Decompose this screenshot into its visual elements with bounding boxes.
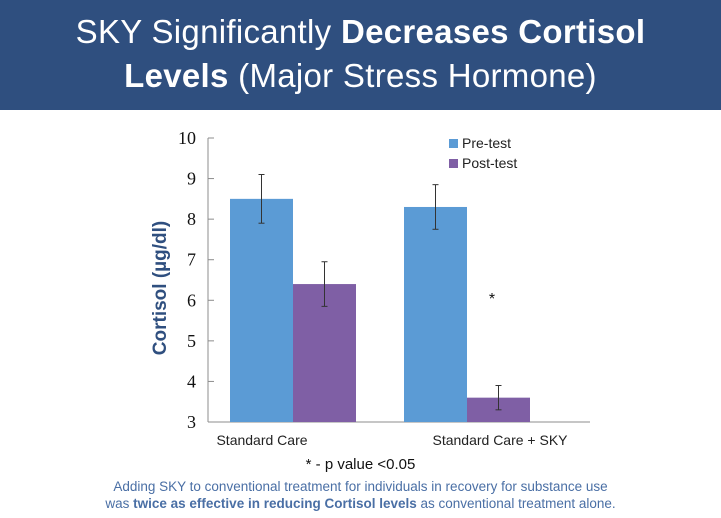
title-line-1: SKY Significantly Decreases Cortisol <box>0 12 721 52</box>
legend-label-pre-test: Pre-test <box>462 135 511 151</box>
caption-part-2: was <box>105 496 134 511</box>
cortisol-bar-chart: Cortisol (µg/dl) 3 4 5 6 7 8 9 10 Standard Care S… <box>150 128 590 448</box>
y-tick-label: 8 <box>187 209 196 229</box>
caption-part-3: as conventional treatment alone. <box>416 496 616 511</box>
title-bold-1: Decreases Cortisol <box>340 13 646 50</box>
y-tick-label: 6 <box>187 290 196 310</box>
y-tick-label: 3 <box>187 412 196 432</box>
bar-post-test-1 <box>293 284 356 422</box>
title-regular-1: SKY Significantly <box>75 13 341 50</box>
chart-bars <box>230 174 530 422</box>
y-axis-label: Cortisol (µg/dl) <box>150 221 171 355</box>
significance-footnote: * - p value <0.05 <box>305 456 416 473</box>
y-tick-label: 7 <box>187 250 196 270</box>
legend-swatch-post-test <box>449 159 458 168</box>
y-tick-label: 10 <box>178 128 196 148</box>
y-tick-label: 9 <box>187 169 196 189</box>
caption-bold: twice as effective in reducing Cortisol … <box>133 496 417 511</box>
x-tick-label: Standard Care + SKY <box>432 432 568 448</box>
chart-legend: Pre-test Post-test <box>449 135 517 171</box>
caption-part-1: Adding SKY to conventional treatment for… <box>113 479 608 494</box>
legend-swatch-pre-test <box>449 139 458 148</box>
y-tick-label: 4 <box>187 371 196 391</box>
title-regular-2: (Major Stress Hormone) <box>228 57 597 94</box>
bar-pre-test-2 <box>404 206 467 422</box>
y-tick-label: 5 <box>187 331 196 351</box>
significance-annotation: * <box>489 291 495 308</box>
caption: Adding SKY to conventional treatment for… <box>0 478 721 512</box>
x-tick-label: Standard Care <box>216 432 307 448</box>
legend-label-post-test: Post-test <box>462 155 517 171</box>
title-line-2: Levels (Major Stress Hormone) <box>0 56 721 96</box>
chart-axes: 3 4 5 6 7 8 9 10 Standard Care Standard Care + SK… <box>178 128 590 448</box>
title-bold-2: Levels <box>124 57 229 94</box>
bar-pre-test-1 <box>230 198 293 422</box>
title-banner: SKY Significantly Decreases Cortisol Lev… <box>0 0 721 110</box>
